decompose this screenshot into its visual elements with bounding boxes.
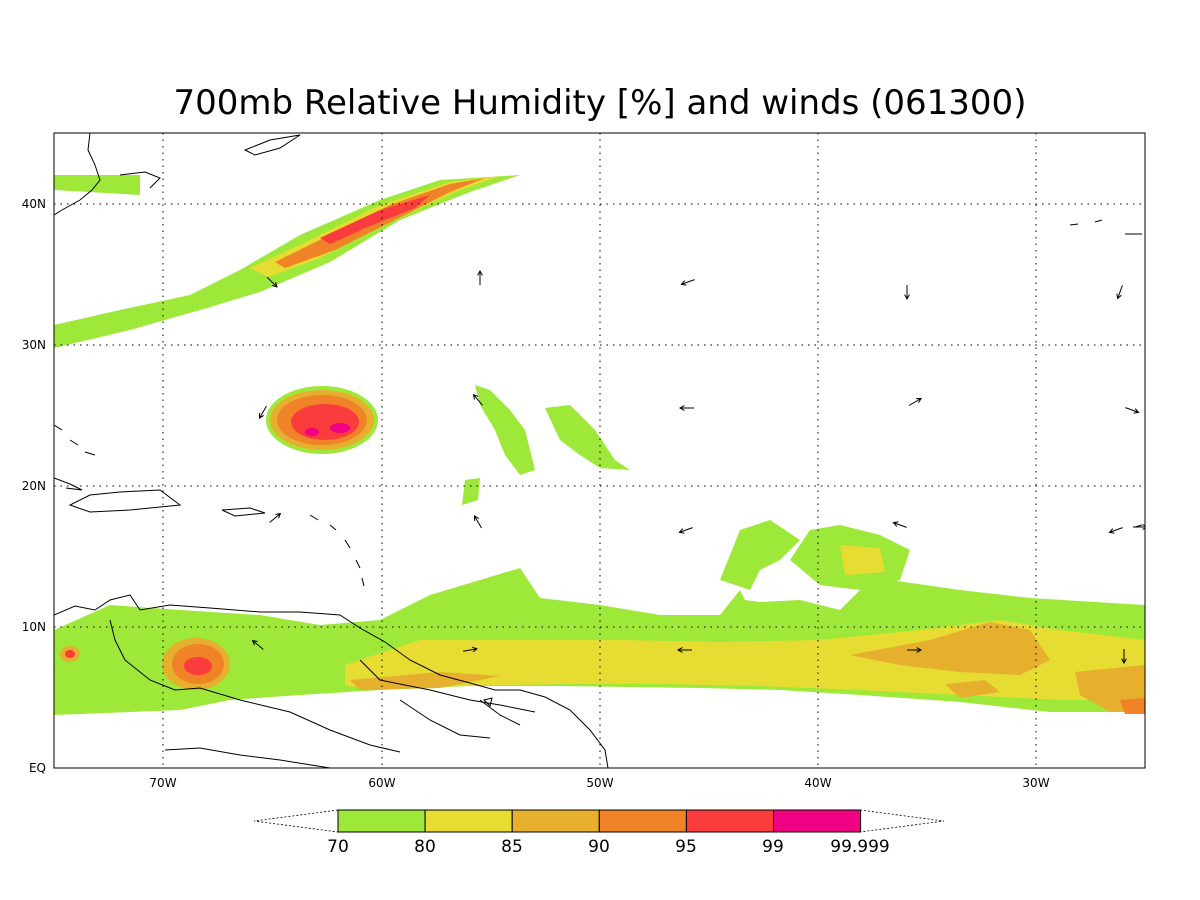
- lat-tick-10n: 10N: [22, 620, 46, 634]
- colorbar-label-70: 70: [327, 837, 349, 857]
- colorbar-swatch: [598, 809, 687, 833]
- wind-arrow: [907, 647, 923, 653]
- wind-arrow: [1121, 649, 1127, 665]
- plot-frame: [53, 132, 1146, 769]
- colorbar-right-extension: [859, 809, 945, 833]
- wind-arrow: [266, 276, 278, 288]
- wind-arrow: [251, 639, 264, 650]
- map-title: 700mb Relative Humidity [%] and winds (0…: [174, 83, 1027, 123]
- wind-vectors: [251, 269, 1145, 665]
- wind-arrow: [892, 521, 907, 528]
- wind-arrow: [678, 527, 693, 534]
- colorbar-label-99999: 99.999: [830, 837, 889, 857]
- colorbar-swatch: [511, 809, 600, 833]
- humidity-streaks: [462, 385, 630, 505]
- wind-arrow: [1116, 285, 1123, 300]
- lat-tick-eq: EQ: [29, 761, 46, 775]
- lon-tick-50w: 50W: [586, 776, 613, 790]
- colorbar-label-80: 80: [414, 837, 436, 857]
- colorbar-left-extension: [253, 809, 339, 833]
- colorbar-swatch: [424, 809, 513, 833]
- colorbar-swatch: [773, 809, 862, 833]
- colorbar-swatch: [337, 809, 426, 833]
- wind-arrow: [678, 405, 694, 411]
- latitude-axis: EQ 10N 20N 30N 40N: [22, 197, 46, 775]
- lon-tick-70w: 70W: [149, 776, 176, 790]
- coastlines: [54, 133, 1143, 768]
- wind-arrow: [463, 646, 478, 653]
- lat-tick-40n: 40N: [22, 197, 46, 211]
- humidity-cyclone: [266, 386, 378, 454]
- colorbar-label-99: 99: [762, 837, 784, 857]
- colorbar-label-95: 95: [675, 837, 697, 857]
- wind-arrow: [904, 285, 910, 301]
- humidity-band-north: [54, 175, 520, 348]
- wind-arrow: [472, 393, 483, 406]
- wind-arrow: [258, 405, 267, 419]
- wind-arrow: [1108, 527, 1123, 534]
- lat-tick-30n: 30N: [22, 338, 46, 352]
- lon-tick-60w: 60W: [368, 776, 395, 790]
- colorbar-label-90: 90: [588, 837, 610, 857]
- map-plot-area: [54, 133, 1145, 768]
- wind-arrow: [680, 279, 695, 286]
- lon-tick-40w: 40W: [804, 776, 831, 790]
- wind-arrow: [1125, 407, 1140, 414]
- colorbar-swatch: [685, 809, 775, 833]
- lon-tick-30w: 30W: [1022, 776, 1049, 790]
- colorbar-label-85: 85: [501, 837, 523, 857]
- wind-arrow: [269, 512, 282, 523]
- wind-arrow: [908, 397, 922, 406]
- colorbar: 70 80 85 90 95 99 99.999: [253, 809, 945, 857]
- lat-tick-20n: 20N: [22, 479, 46, 493]
- wind-arrow: [676, 647, 692, 653]
- wind-arrow: [473, 515, 482, 529]
- longitude-axis: 70W 60W 50W 40W 30W: [149, 776, 1049, 790]
- wind-arrow: [477, 269, 483, 285]
